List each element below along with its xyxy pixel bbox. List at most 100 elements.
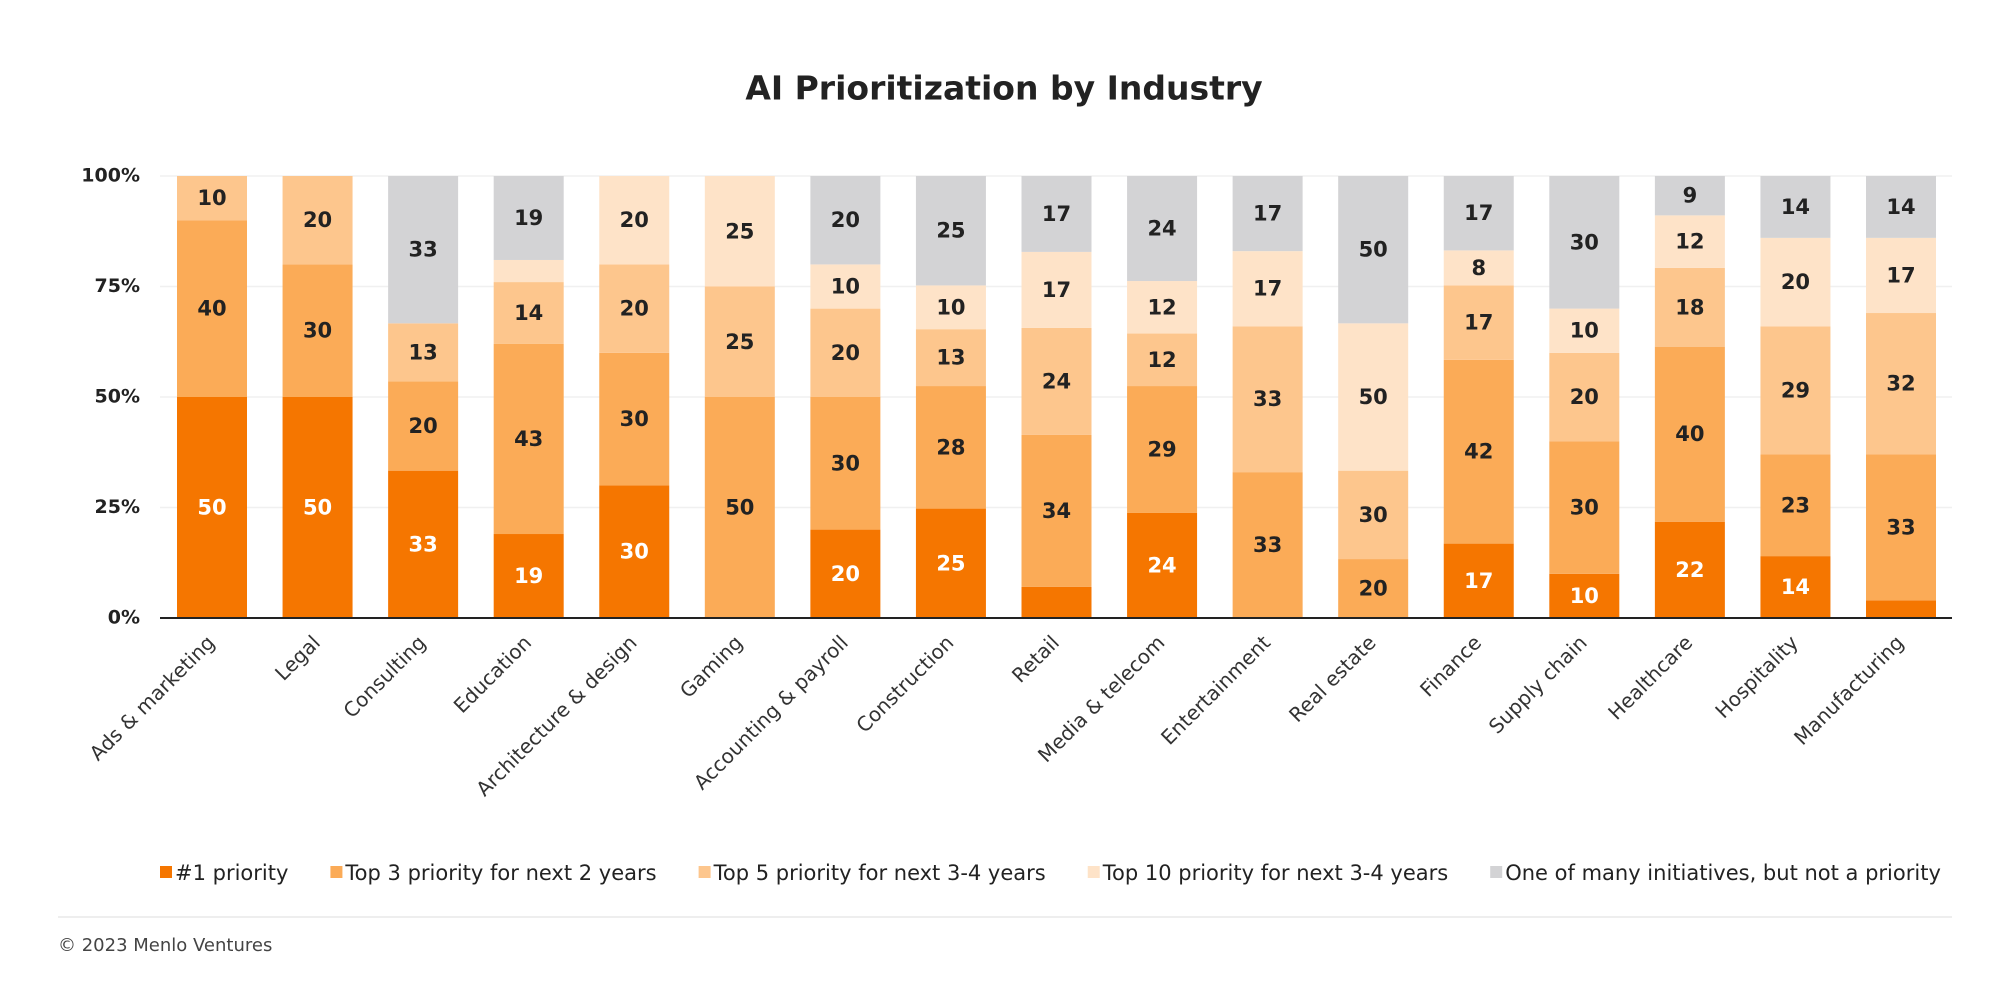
y-tick-label: 75%: [95, 275, 140, 297]
x-tick-label: Healthcare: [1603, 630, 1697, 724]
value-label: 43: [514, 427, 543, 451]
bar-segment: [1443, 359, 1514, 544]
value-label: 18: [1675, 295, 1704, 319]
bar-segment: [599, 352, 670, 486]
bar-segment: [388, 323, 459, 382]
source: © 2023 Menlo Ventures: [58, 935, 272, 956]
bar-segment: [1021, 327, 1092, 435]
x-tick-label: Manufacturing: [1789, 630, 1908, 749]
value-label: 20: [831, 208, 860, 232]
value-label: 25: [725, 219, 754, 243]
value-label: 20: [303, 208, 332, 232]
legend-swatch: [160, 866, 172, 878]
value-label: 24: [1042, 369, 1071, 393]
bar-segment: [704, 397, 775, 618]
x-tick-label: Real estate: [1284, 630, 1380, 726]
value-label: 25: [725, 330, 754, 354]
bar-segment: [1443, 176, 1514, 251]
legend-swatch: [330, 866, 343, 878]
bar-segment: [388, 470, 459, 618]
value-label: 29: [1781, 378, 1810, 402]
value-label: 34: [1042, 499, 1071, 523]
bar-segment: [1127, 386, 1198, 513]
value-label: 24: [1147, 553, 1176, 577]
bar-segment: [177, 397, 247, 618]
value-label: 17: [1042, 278, 1071, 302]
bar-segment: [493, 343, 564, 535]
value-label: 29: [1147, 438, 1176, 462]
x-tick-label: Education: [449, 630, 536, 717]
x-tick-label: Supply chain: [1484, 630, 1592, 738]
bar-segment: [1549, 176, 1620, 309]
value-label: 30: [1570, 230, 1599, 254]
value-label: 33: [409, 238, 438, 262]
legend-swatch: [1087, 866, 1100, 878]
value-label: 20: [831, 341, 860, 365]
value-label: 10: [831, 275, 860, 299]
y-tick-label: 100%: [81, 165, 140, 187]
value-label: 30: [303, 319, 332, 343]
legend-label: Top 10 priority for next 3-4 years: [1102, 861, 1448, 885]
value-label: 25: [936, 219, 965, 243]
x-tick-label: Construction: [851, 630, 958, 737]
value-label: 50: [197, 496, 226, 520]
bar-segment: [1127, 176, 1198, 282]
x-tick-label: Gaming: [675, 630, 747, 702]
bar-segment: [282, 264, 353, 397]
legend-label: #1 priority: [175, 861, 288, 885]
bar-segment: [1443, 250, 1514, 286]
bar-segment: [810, 264, 881, 309]
x-tick-label: Consulting: [338, 630, 430, 722]
value-label: 17: [1886, 263, 1915, 287]
value-label: 28: [936, 435, 965, 459]
legend-label: Top 3 priority for next 2 years: [344, 861, 656, 885]
x-tick-label: Legal: [270, 630, 325, 685]
bar-segment: [388, 381, 459, 471]
bar-segment: [599, 485, 670, 618]
value-label: 19: [514, 564, 543, 588]
bar-segment: [1338, 176, 1409, 324]
value-label: 10: [197, 186, 226, 210]
value-label: 14: [514, 301, 543, 325]
bar-segment: [915, 386, 986, 509]
bar-segment: [1232, 472, 1303, 618]
x-tick-label: Hospitality: [1710, 630, 1803, 723]
value-label: 32: [1886, 372, 1915, 396]
value-label: 25: [936, 551, 965, 575]
bar-segment: [1232, 251, 1303, 327]
value-label: 20: [1359, 577, 1388, 601]
bar-segment: [915, 285, 986, 330]
bar-segment: [493, 534, 564, 618]
x-tick-label: Ads & marketing: [85, 630, 220, 765]
value-label: 17: [1464, 311, 1493, 335]
y-tick-label: 0%: [108, 607, 140, 629]
value-label: 30: [620, 407, 649, 431]
legend-swatch: [1490, 866, 1503, 878]
bar-segment: [1443, 285, 1514, 360]
value-label: 20: [620, 208, 649, 232]
bar-segment: [599, 176, 670, 265]
bar-segment: [915, 176, 986, 286]
bar-segment: [177, 176, 247, 221]
value-label: 40: [1675, 422, 1704, 446]
value-label: 17: [1464, 569, 1493, 593]
bar-segment: [1760, 454, 1831, 557]
bar-segment: [915, 329, 986, 387]
bar-segment: [177, 220, 247, 397]
bar-segment: [1760, 556, 1831, 618]
bar-segment: [1866, 454, 1936, 601]
value-label: 17: [1042, 202, 1071, 226]
bar-segment: [810, 176, 881, 265]
value-label: 20: [831, 562, 860, 586]
value-label: 14: [1886, 195, 1915, 219]
bar-segment: [282, 397, 353, 618]
value-label: 12: [1147, 295, 1176, 319]
bar-segment: [493, 176, 564, 260]
value-label: 12: [1675, 230, 1704, 254]
bar-segment: [915, 508, 986, 618]
bar-segment: [1338, 470, 1409, 560]
value-label: 20: [620, 297, 649, 321]
value-label: 14: [1781, 195, 1810, 219]
bar-segment: [1021, 586, 1092, 618]
value-label: 10: [936, 295, 965, 319]
